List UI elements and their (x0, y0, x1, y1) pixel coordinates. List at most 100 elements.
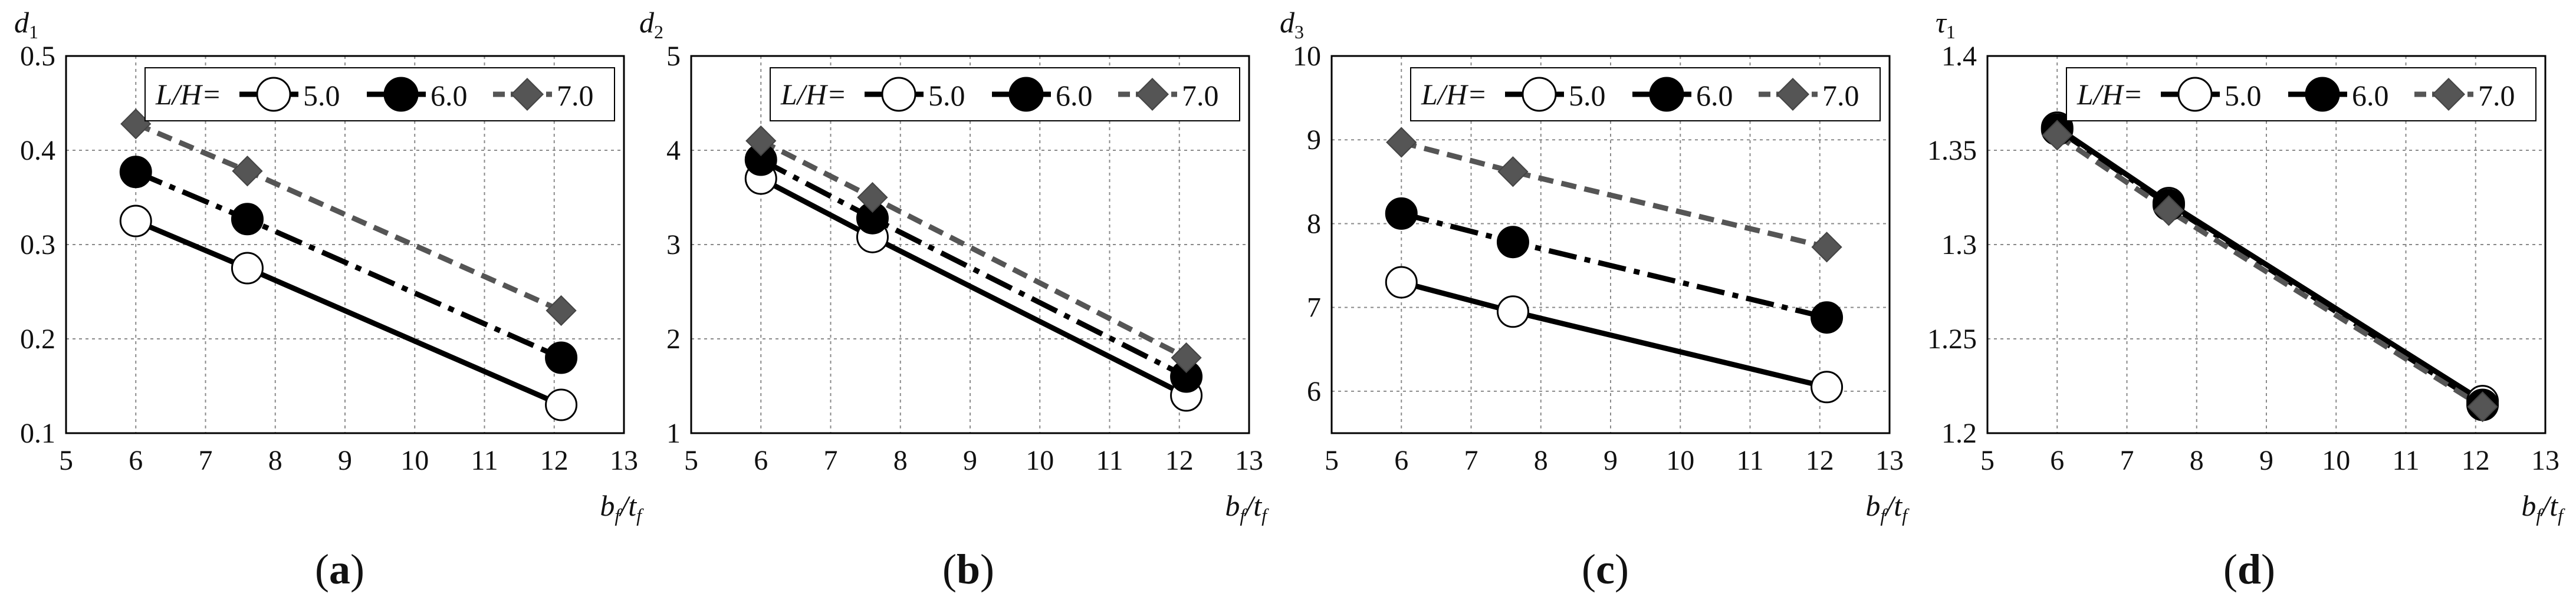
x-tick-label: 8 (268, 445, 282, 476)
data-point-5.0 (231, 252, 264, 285)
series-line-7.0 (2055, 133, 2484, 410)
legend-label-7.0: 7.0 (557, 79, 594, 112)
x-axis-label: bf/tf (1225, 489, 1269, 526)
legend-label-7.0: 7.0 (1822, 79, 1859, 112)
legend-label-5.0: 5.0 (2225, 79, 2262, 112)
x-tick-label: 8 (1534, 445, 1548, 476)
series-line-6.0 (134, 169, 563, 361)
x-tick-label: 7 (2120, 445, 2134, 476)
y-axis-label-sub: 3 (1294, 21, 1304, 42)
x-axis-label-sub: f (1902, 504, 1910, 526)
plot-frame (65, 55, 625, 434)
legend-marker-5.0 (2177, 77, 2213, 112)
x-tick-label: 8 (893, 445, 908, 476)
data-point-7.0 (1497, 156, 1529, 187)
legend-label-6.0: 6.0 (1696, 79, 1733, 112)
caption-a: (a) (315, 546, 364, 593)
series-line-5.0 (1401, 279, 1828, 390)
data-point-5.0 (1811, 371, 1844, 404)
x-tick-label: 7 (199, 445, 213, 476)
data-point-7.0 (1811, 232, 1842, 263)
x-axis-label-part: /t (2539, 489, 2558, 522)
series-line-7.0 (760, 138, 1188, 361)
data-point-6.0 (231, 203, 264, 236)
series-line-6.0 (2055, 127, 2484, 407)
data-point-6.0 (119, 156, 152, 189)
data-point-5.0 (545, 388, 578, 421)
y-axis-label-sub: 1 (29, 21, 38, 42)
y-tick-label: 1 (666, 418, 681, 449)
legend-marker-6.0 (1008, 77, 1044, 112)
y-tick-label: 0.3 (20, 229, 55, 260)
x-tick-label: 12 (540, 445, 569, 476)
series-line-5.0 (134, 218, 563, 408)
data-point-6.0 (1385, 197, 1418, 230)
x-axis-label-part: b (2521, 489, 2536, 522)
x-tick-label: 5 (684, 445, 698, 476)
y-tick-label: 4 (666, 135, 681, 166)
legend-marker-5.0 (881, 77, 916, 112)
data-point-5.0 (1385, 266, 1418, 299)
x-tick-label: 12 (1165, 445, 1194, 476)
data-point-7.0 (857, 182, 888, 213)
y-tick-label: 5 (666, 41, 681, 72)
x-tick-label: 11 (1736, 445, 1763, 476)
x-tick-label: 9 (1604, 445, 1618, 476)
x-tick-label: 10 (1026, 445, 1054, 476)
y-tick-label: 2 (666, 324, 681, 355)
legend-marker-7.0 (510, 77, 544, 111)
y-axis-label: d2 (639, 6, 663, 42)
series-line-5.0 (2055, 125, 2484, 404)
y-tick-label: 1.35 (1927, 135, 1977, 166)
y-tick-label: 7 (1307, 292, 1321, 324)
y-axis-label: τ1 (1936, 6, 1956, 42)
x-axis-label: bf/tf (600, 489, 644, 526)
x-tick-label: 8 (2190, 445, 2204, 476)
legend-label-6.0: 6.0 (431, 79, 468, 112)
x-axis-label: bf/tf (1865, 489, 1910, 526)
data-point-5.0 (119, 204, 152, 237)
x-tick-label: 9 (338, 445, 352, 476)
y-tick-label: 1.25 (1927, 324, 1977, 355)
x-axis-label-part: /t (1243, 489, 1262, 522)
y-tick-label: 1.3 (1941, 229, 1977, 260)
legend-marker-6.0 (2305, 77, 2340, 112)
x-axis-label-part: b (1225, 489, 1240, 522)
x-axis-label-sub: f (2558, 504, 2565, 526)
y-tick-label: 0.2 (20, 324, 55, 355)
legend-prefix: L/H= (2076, 78, 2143, 111)
x-tick-label: 13 (610, 445, 638, 476)
x-axis-label: bf/tf (2521, 489, 2565, 526)
data-point-7.0 (1171, 342, 1202, 374)
y-tick-label: 3 (666, 229, 681, 260)
caption-c: (c) (1582, 546, 1629, 593)
legend-prefix: L/H= (155, 78, 222, 111)
legend-prefix: L/H= (1421, 78, 1487, 111)
caption-b: (b) (942, 546, 994, 593)
plot-frame (1330, 55, 1891, 434)
y-tick-label: 9 (1307, 124, 1321, 156)
data-point-7.0 (2153, 195, 2184, 226)
x-axis-label-part: /t (1884, 489, 1903, 522)
x-tick-label: 9 (2259, 445, 2273, 476)
x-tick-label: 5 (59, 445, 73, 476)
x-tick-label: 10 (1666, 445, 1694, 476)
data-point-6.0 (1811, 301, 1844, 334)
plot-frame (690, 55, 1250, 434)
series-line-6.0 (760, 157, 1188, 380)
y-tick-label: 0.5 (20, 41, 55, 72)
x-tick-label: 12 (2462, 445, 2490, 476)
y-axis-label: d3 (1280, 6, 1304, 42)
y-tick-label: 8 (1307, 208, 1321, 239)
legend-prefix: L/H= (780, 78, 847, 111)
x-axis-label-sub: f (636, 504, 644, 526)
series-line-5.0 (760, 176, 1188, 398)
data-point-7.0 (546, 295, 577, 326)
x-tick-label: 12 (1806, 445, 1834, 476)
x-tick-label: 6 (754, 445, 768, 476)
legend-label-6.0: 6.0 (1056, 79, 1093, 112)
legend-label-7.0: 7.0 (1182, 79, 1219, 112)
legend-label-7.0: 7.0 (2478, 79, 2515, 112)
